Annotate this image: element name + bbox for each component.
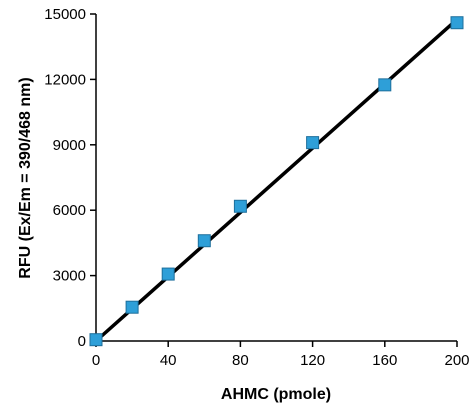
- trendline-layer: [94, 17, 459, 343]
- x-tick-label: 80: [232, 352, 249, 369]
- y-tick-label: 0: [78, 333, 86, 350]
- x-tick-label: 160: [372, 352, 397, 369]
- data-point: [197, 234, 211, 248]
- y-tick-label: 6000: [53, 202, 86, 219]
- y-tick-label: 12000: [44, 71, 86, 88]
- x-tick-label: 120: [300, 352, 325, 369]
- y-tick-label: 3000: [53, 268, 86, 285]
- trendline: [94, 17, 459, 343]
- data-point: [161, 267, 175, 281]
- x-tick-label: 0: [92, 352, 100, 369]
- axes: [90, 13, 458, 347]
- x-tick-label: 200: [444, 352, 469, 369]
- y-axis-title: RFU (Ex/Em = 390/468 nm): [17, 77, 34, 278]
- x-axis-title: AHMC (pmole): [221, 386, 331, 403]
- x-tick-label: 40: [160, 352, 177, 369]
- y-tick-label: 15000: [44, 6, 86, 23]
- y-tick-label: 9000: [53, 137, 86, 154]
- data-point: [450, 16, 464, 30]
- data-points: [89, 16, 464, 347]
- data-point: [89, 333, 103, 347]
- data-point: [233, 199, 247, 213]
- data-point: [125, 300, 139, 314]
- tick-labels: 0 3000 6000 9000 12000 15000 0 40 80 120 160 200: [44, 6, 469, 369]
- data-point: [306, 136, 320, 150]
- data-point: [378, 78, 392, 92]
